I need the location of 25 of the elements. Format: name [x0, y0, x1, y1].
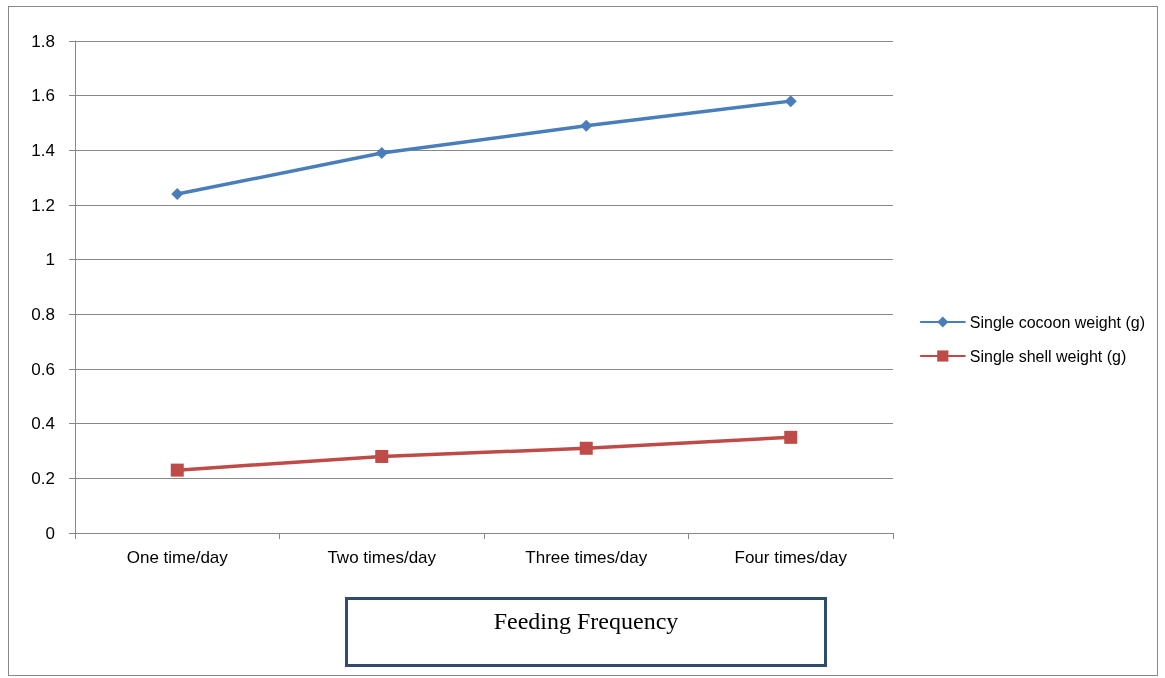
point [580, 119, 593, 132]
y-tick-label: 0.6 [31, 359, 55, 379]
point [375, 449, 389, 463]
x-tick-label: Four times/day [734, 548, 848, 567]
x-tick-label: One time/day [126, 548, 229, 567]
y-tick-label: 1.4 [31, 140, 55, 160]
point [579, 441, 593, 455]
y-tick-label: 1.2 [31, 195, 55, 215]
point [784, 430, 798, 444]
x-axis-title: Feeding Frequency [492, 607, 680, 636]
y-tick-label: 0 [45, 523, 55, 543]
y-tick-label: 1.6 [31, 86, 55, 106]
x-tick-label: Two times/day [327, 548, 437, 567]
point [170, 463, 184, 477]
legend-label: Single shell weight (g) [969, 347, 1127, 365]
x-tick-label: Three times/day [525, 548, 648, 567]
y-tick-label: 1 [45, 250, 55, 270]
point [784, 95, 797, 108]
point [375, 147, 388, 160]
y-tick-label: 0.8 [31, 304, 55, 324]
y-tick-label: 0.2 [31, 468, 55, 488]
y-tick-label: 1.8 [31, 31, 55, 51]
legend-label: Single cocoon weight (g) [969, 313, 1146, 331]
point [171, 188, 184, 201]
y-tick-label: 0.4 [31, 414, 55, 434]
